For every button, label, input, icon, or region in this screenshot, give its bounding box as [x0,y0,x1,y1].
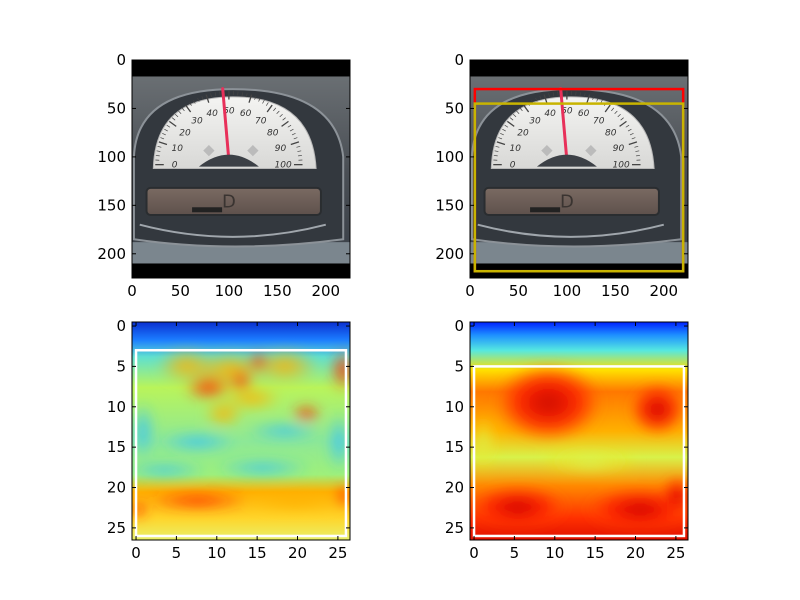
dial-number: 60 [240,109,252,119]
dial-number: 20 [517,129,529,139]
axes-frame [131,321,351,541]
bounding-box [134,349,348,538]
y-tick-label: 0 [116,317,126,335]
dial-number: 40 [206,109,218,119]
y-tick-label: 25 [107,519,126,537]
y-tick-label: 0 [454,317,464,335]
x-tick-label: 10 [207,544,226,562]
y-tick-label: 50 [107,99,126,117]
x-tick-label: 150 [601,282,630,300]
y-tick-label: 50 [445,99,464,117]
dial-number: 0 [510,161,516,171]
x-tick-label: 100 [553,282,582,300]
x-tick-label: 200 [311,282,340,300]
dial-number: 80 [605,129,617,139]
bounding-box [473,102,685,273]
dial-number: 70 [255,117,267,127]
dial-number: 30 [191,117,203,127]
heatmap-image [132,322,350,540]
x-tick-label: 5 [172,544,182,562]
bounding-box [472,365,686,538]
dial-number: 10 [510,144,522,154]
x-tick-label: 200 [649,282,678,300]
y-tick-label: 100 [97,148,126,166]
y-tick-label: 20 [445,479,464,497]
x-tick-label: 50 [509,282,528,300]
y-tick-label: 15 [107,438,126,456]
x-tick-label: 15 [586,544,605,562]
speed-needle [559,87,569,163]
y-tick-label: 150 [97,196,126,214]
dial-number: 40 [544,109,556,119]
x-tick-label: 0 [465,282,475,300]
gear-indicator-text: D [560,191,574,212]
x-tick-label: 5 [510,544,520,562]
x-tick-label: 100 [215,282,244,300]
dial-number: 100 [275,161,292,171]
dial-number: 80 [267,129,279,139]
x-tick-label: 0 [127,282,137,300]
y-tick-label: 100 [435,148,464,166]
axes-frame [469,321,689,541]
dial-number: 90 [613,144,625,154]
y-tick-label: 10 [107,398,126,416]
x-tick-label: 50 [171,282,190,300]
y-tick-label: 5 [454,357,464,375]
dial-number: 0 [172,161,178,171]
dial-number: 70 [593,117,605,127]
x-tick-label: 20 [626,544,645,562]
x-tick-label: 0 [469,544,479,562]
y-tick-label: 15 [445,438,464,456]
dial-number: 10 [172,144,184,154]
dial-number: 50 [223,106,235,116]
axes-frame [469,59,689,279]
dial-number: 50 [561,106,573,116]
speed-needle [221,87,231,163]
dial-number: 100 [613,161,630,171]
dial-number: 60 [578,109,590,119]
gear-indicator-text: D [222,191,236,212]
y-tick-label: 0 [454,51,464,69]
dial-number: 20 [179,129,191,139]
y-tick-label: 10 [445,398,464,416]
x-tick-label: 20 [288,544,307,562]
y-tick-label: 20 [107,479,126,497]
x-tick-label: 15 [248,544,267,562]
y-tick-label: 150 [435,196,464,214]
dial-number: 30 [529,117,541,127]
x-tick-label: 25 [666,544,685,562]
y-tick-label: 0 [116,51,126,69]
heatmap-image [470,322,688,540]
x-tick-label: 10 [545,544,564,562]
panel-bottom-left: 0 5 10 15 20 25 0 5 10 15 20 25 [107,317,351,562]
dial-number: 90 [275,144,287,154]
y-tick-label: 200 [435,245,464,263]
y-tick-label: 200 [97,245,126,263]
x-tick-label: 150 [263,282,292,300]
y-tick-label: 5 [116,357,126,375]
x-tick-label: 0 [131,544,141,562]
y-tick-label: 25 [445,519,464,537]
panel-bottom-right: 0 5 10 15 20 25 0 5 10 15 20 25 [445,317,689,562]
axes-frame [131,59,351,279]
x-tick-label: 25 [328,544,347,562]
